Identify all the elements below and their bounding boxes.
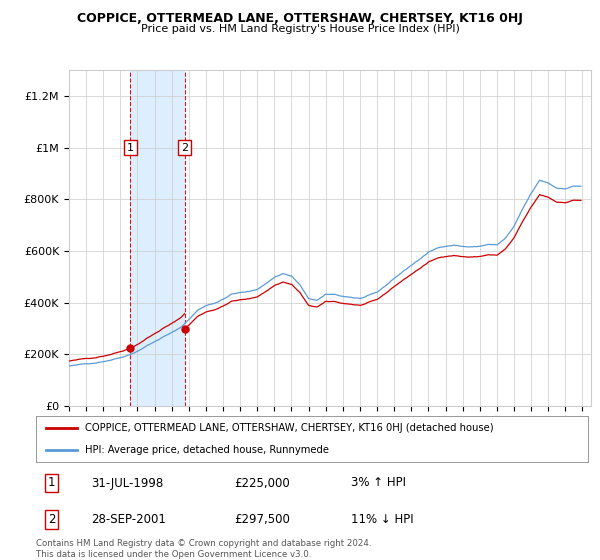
Text: 1: 1 xyxy=(127,143,134,152)
Text: 2: 2 xyxy=(181,143,188,152)
Point xyxy=(180,325,190,334)
Text: HPI: Average price, detached house, Runnymede: HPI: Average price, detached house, Runn… xyxy=(85,445,329,455)
Text: Contains HM Land Registry data © Crown copyright and database right 2024.
This d: Contains HM Land Registry data © Crown c… xyxy=(36,539,371,559)
Bar xyxy=(130,70,185,406)
Text: 2: 2 xyxy=(48,513,55,526)
Text: 31-JUL-1998: 31-JUL-1998 xyxy=(91,477,163,489)
Text: 28-SEP-2001: 28-SEP-2001 xyxy=(91,513,166,526)
Text: COPPICE, OTTERMEAD LANE, OTTERSHAW, CHERTSEY, KT16 0HJ: COPPICE, OTTERMEAD LANE, OTTERSHAW, CHER… xyxy=(77,12,523,25)
Text: £225,000: £225,000 xyxy=(235,477,290,489)
Text: 11% ↓ HPI: 11% ↓ HPI xyxy=(350,513,413,526)
Point xyxy=(125,343,135,352)
Text: 3% ↑ HPI: 3% ↑ HPI xyxy=(350,477,406,489)
Text: 1: 1 xyxy=(48,477,55,489)
Text: Price paid vs. HM Land Registry's House Price Index (HPI): Price paid vs. HM Land Registry's House … xyxy=(140,24,460,34)
Text: COPPICE, OTTERMEAD LANE, OTTERSHAW, CHERTSEY, KT16 0HJ (detached house): COPPICE, OTTERMEAD LANE, OTTERSHAW, CHER… xyxy=(85,423,493,433)
Text: £297,500: £297,500 xyxy=(235,513,290,526)
